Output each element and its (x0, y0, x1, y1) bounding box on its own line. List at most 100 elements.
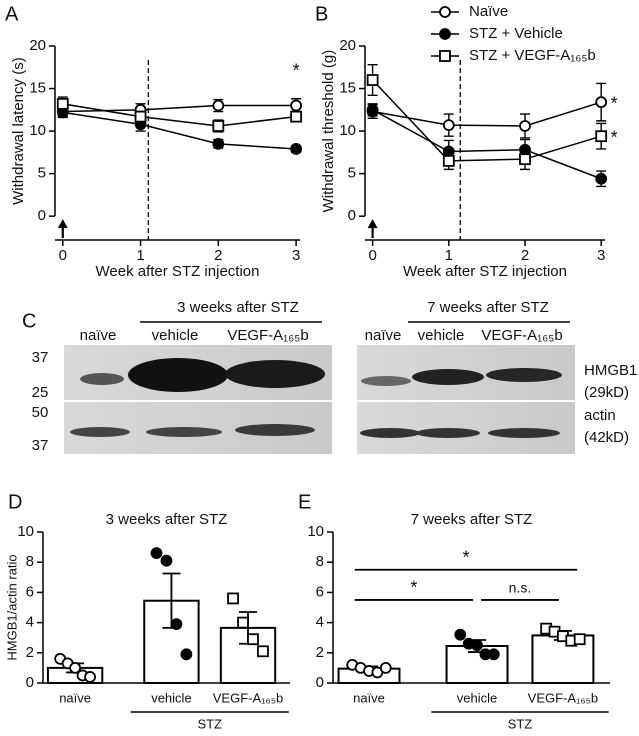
x-axis-label: Week after STZ injection (403, 263, 567, 280)
band (416, 428, 480, 438)
x-tick-label: 1 (136, 247, 144, 264)
marker (442, 119, 455, 132)
panel-letter: B (315, 3, 328, 25)
legend-marker (439, 6, 451, 18)
y-tick-label: 0 (26, 674, 34, 691)
data-point (237, 616, 249, 629)
lane-label: vehicle (152, 327, 199, 344)
y-tick-label: 5 (38, 165, 46, 182)
band (361, 376, 411, 386)
y-tick-label: 6 (316, 583, 324, 600)
lane-label: naïve (80, 327, 117, 344)
marker (212, 137, 225, 150)
blot-header: 3 weeks after STZ (177, 299, 299, 316)
legend-label: STZ + VEGF-A₁₆₅b (469, 47, 596, 64)
marker (595, 96, 608, 109)
y-tick-label: 4 (316, 614, 324, 631)
mw-marker: 37 (32, 349, 49, 366)
marker (290, 99, 303, 112)
panel-letter: A (5, 3, 19, 25)
mw-marker: 50 (32, 404, 49, 421)
band (225, 360, 325, 388)
series-line (62, 104, 297, 113)
data-point (257, 645, 269, 658)
legend-label: Naïve (469, 3, 508, 20)
data-point (84, 671, 96, 683)
lane-label: naïve (365, 327, 402, 344)
chart-title: 3 weeks after STZ (106, 511, 228, 528)
x-tick-label: vehicle (151, 690, 191, 705)
marker (595, 172, 608, 185)
x-tick-label: 0 (59, 247, 67, 264)
blot-panel: C 3 weeks after STZ 7 weeks after STZ na… (22, 299, 637, 454)
band-label: (29kD) (584, 384, 629, 401)
y-axis-label: Withdrawal latency (s) (10, 57, 27, 205)
significance-label: * (410, 578, 417, 598)
y-tick-label: 20 (339, 37, 356, 54)
x-tick-label: VEGF-A₁₆₅b (213, 690, 284, 705)
y-tick-label: 10 (339, 122, 356, 139)
x-tick-label: naïve (59, 690, 91, 705)
arrow-head (367, 219, 378, 229)
marker (56, 97, 69, 110)
marker (519, 120, 531, 132)
band (412, 369, 484, 385)
marker (595, 130, 608, 143)
series-line (62, 111, 297, 150)
data-point (454, 628, 467, 641)
data-point (150, 547, 163, 560)
y-tick-label: 10 (29, 122, 46, 139)
y-tick-label: 0 (348, 207, 356, 224)
marker (366, 74, 379, 86)
x-tick-label: 1 (445, 247, 453, 264)
y-tick-label: 4 (26, 614, 34, 631)
marker (519, 153, 531, 166)
series-line (372, 101, 602, 127)
y-tick-label: 15 (339, 80, 356, 97)
mw-marker: 37 (32, 437, 49, 454)
x-tick-label: vehicle (457, 690, 497, 705)
legend-label: STZ + Vehicle (469, 25, 563, 42)
band-label: HMGB1 (584, 362, 637, 379)
arrow-head (57, 219, 68, 229)
y-tick-label: 6 (26, 583, 34, 600)
significance-label: * (462, 548, 469, 568)
marker (366, 103, 379, 116)
data-point (573, 633, 586, 646)
data-point (69, 662, 82, 674)
x-tick-label: VEGF-A₁₆₅b (528, 690, 599, 705)
y-tick-label: 0 (316, 674, 324, 691)
panel-letter: C (22, 310, 36, 332)
blot-image (357, 402, 575, 454)
marker (212, 120, 225, 132)
data-point (487, 648, 500, 661)
x-tick-label: naïve (353, 690, 385, 705)
data-point (227, 592, 239, 605)
band-label: (42kD) (584, 429, 629, 446)
blot-header: 7 weeks after STZ (427, 299, 549, 316)
x-tick-label: 0 (368, 247, 376, 264)
y-axis-label: Withdrawal threshold (g) (320, 50, 337, 213)
annotation: * (293, 60, 300, 80)
y-tick-label: 0 (38, 207, 46, 224)
band (486, 368, 562, 382)
y-tick-label: 20 (29, 37, 46, 54)
y-tick-label: 5 (348, 165, 356, 182)
data-point (160, 554, 173, 567)
panel-letter: D (8, 491, 22, 513)
chart-title: 7 weeks after STZ (411, 511, 533, 528)
legend-marker (439, 50, 451, 62)
data-point (180, 648, 193, 661)
marker (290, 143, 303, 155)
y-tick-label: 2 (26, 644, 34, 661)
y-tick-label: 10 (17, 523, 34, 540)
significance-label: n.s. (509, 580, 532, 596)
data-point (471, 639, 483, 652)
band (235, 424, 315, 436)
y-tick-label: 15 (29, 80, 46, 97)
lane-label: VEGF-A₁₆₅b (227, 327, 308, 344)
band (70, 427, 130, 437)
series-line (372, 79, 602, 162)
legend-marker (439, 28, 451, 40)
